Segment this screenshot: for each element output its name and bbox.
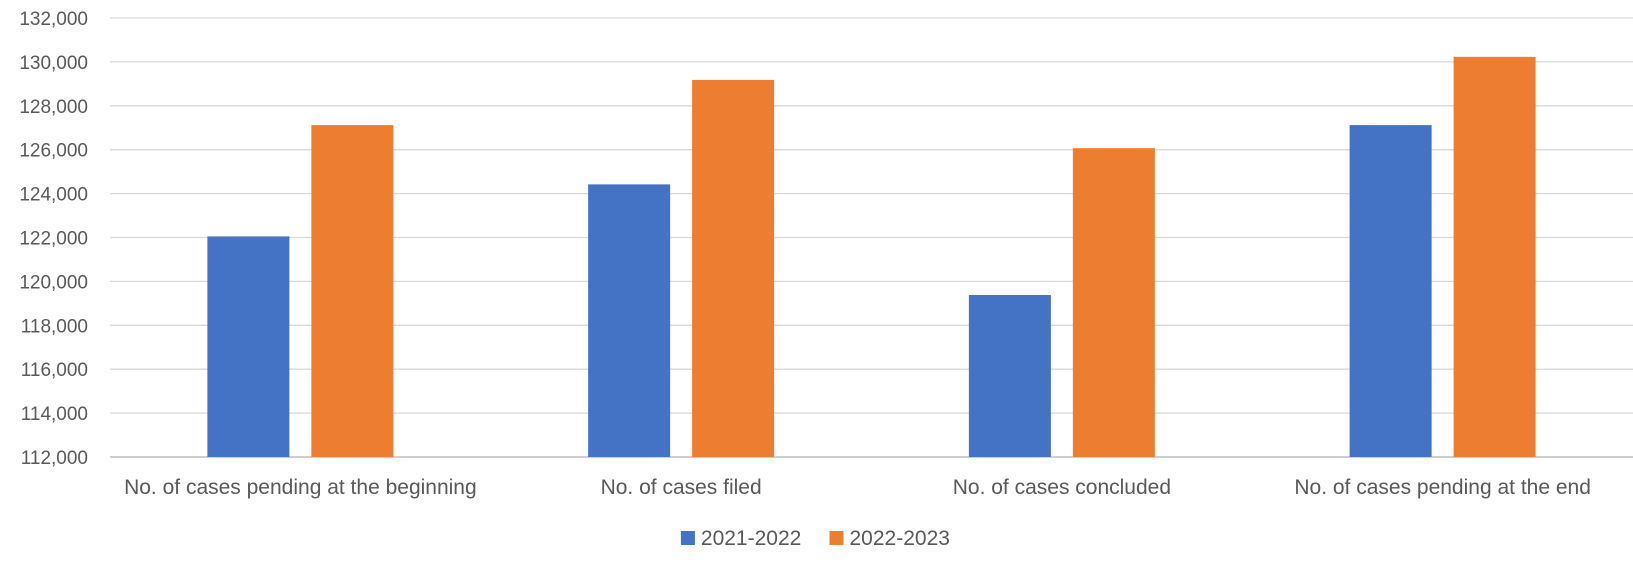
bars	[207, 56, 1536, 458]
y-tick-label: 130,000	[19, 53, 88, 74]
bar-series2	[311, 125, 394, 457]
y-tick-label: 122,000	[19, 229, 88, 250]
bar-series1	[968, 295, 1051, 457]
legend-label: 2022-2023	[850, 527, 950, 550]
y-tick-label: 132,000	[19, 9, 88, 30]
bar-series1	[207, 236, 290, 457]
y-tick-label: 124,000	[19, 185, 88, 206]
y-tick-label: 120,000	[19, 272, 88, 293]
y-tick-label: 116,000	[21, 360, 88, 381]
bar-series1	[1349, 125, 1432, 457]
bar-series2	[1453, 56, 1536, 457]
x-category-label: No. of cases concluded	[953, 476, 1171, 499]
bar-series2	[1072, 148, 1155, 457]
x-axis-category-labels: No. of cases pending at the beginning No.…	[124, 476, 1591, 499]
x-category-label: No. of cases pending at the beginning	[124, 476, 477, 499]
bar-series1	[588, 184, 671, 458]
x-category-label: No. of cases pending at the end	[1294, 476, 1591, 499]
y-axis-tick-labels: 112,000 114,000 116,000 118,000 120,000 122,0…	[19, 9, 88, 469]
y-tick-label: 126,000	[19, 141, 88, 162]
y-tick-label: 114,000	[21, 404, 88, 425]
bar-series2	[692, 79, 775, 458]
legend: 2021-2022 2022-2023	[680, 527, 950, 550]
legend-swatch	[829, 531, 844, 545]
x-category-label: No. of cases filed	[601, 476, 762, 499]
y-tick-label: 112,000	[21, 448, 88, 469]
y-tick-label: 118,000	[21, 316, 88, 337]
legend-swatch	[680, 531, 695, 545]
y-tick-label: 128,000	[19, 97, 88, 118]
legend-label: 2021-2022	[701, 527, 801, 550]
